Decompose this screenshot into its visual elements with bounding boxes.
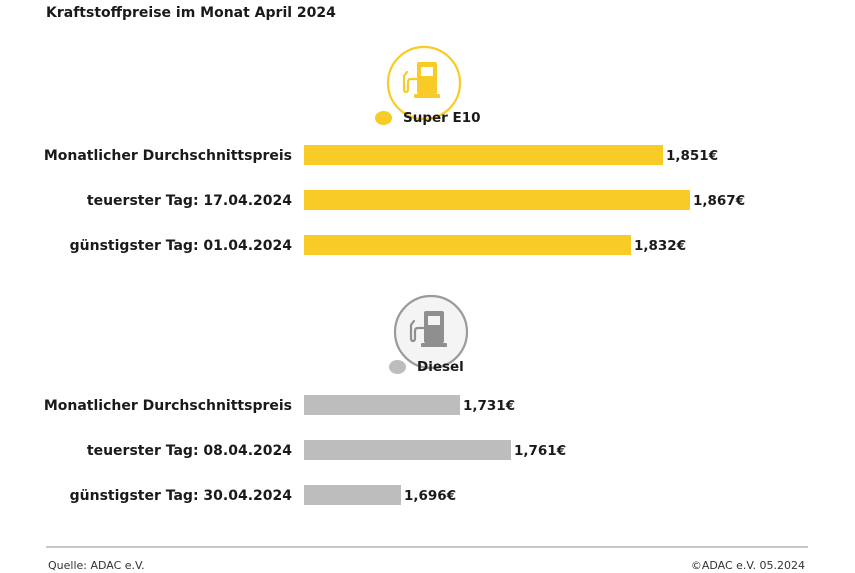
- data-label: 1,696€: [404, 488, 457, 504]
- legend-entry: Super E10: [375, 110, 481, 126]
- category-label: Monatlicher Durchschnittspreis: [43, 398, 292, 414]
- bar: [304, 145, 663, 165]
- category-label: teuerster Tag: 08.04.2024: [86, 443, 292, 459]
- fuel-pump-icon: [393, 294, 469, 374]
- legend-swatch: [389, 360, 406, 374]
- data-label: 1,851€: [666, 148, 719, 164]
- data-label: 1,731€: [463, 398, 516, 414]
- bar: [304, 235, 631, 255]
- data-label: 1,832€: [634, 238, 687, 254]
- category-label: teuerster Tag: 17.04.2024: [86, 193, 292, 209]
- data-label: 1,867€: [693, 193, 746, 209]
- chart-title: Kraftstoffpreise im Monat April 2024: [46, 5, 336, 21]
- fuel-pump-icon: [386, 45, 462, 125]
- data-label: 1,761€: [514, 443, 567, 459]
- legend-label: Diesel: [417, 359, 464, 375]
- footer-source: Quelle: ADAC e.V.: [48, 559, 145, 572]
- bar: [304, 485, 401, 505]
- category-label: günstigster Tag: 01.04.2024: [69, 238, 292, 254]
- legend-label: Super E10: [403, 110, 481, 126]
- category-label: Monatlicher Durchschnittspreis: [43, 148, 292, 164]
- footer-divider: [46, 546, 808, 548]
- footer-copyright: ©ADAC e.V. 05.2024: [690, 559, 805, 572]
- bar: [304, 395, 460, 415]
- bar: [304, 440, 511, 460]
- category-label: günstigster Tag: 30.04.2024: [69, 488, 292, 504]
- legend-swatch: [375, 111, 392, 125]
- bar: [304, 190, 690, 210]
- legend-entry: Diesel: [389, 359, 464, 375]
